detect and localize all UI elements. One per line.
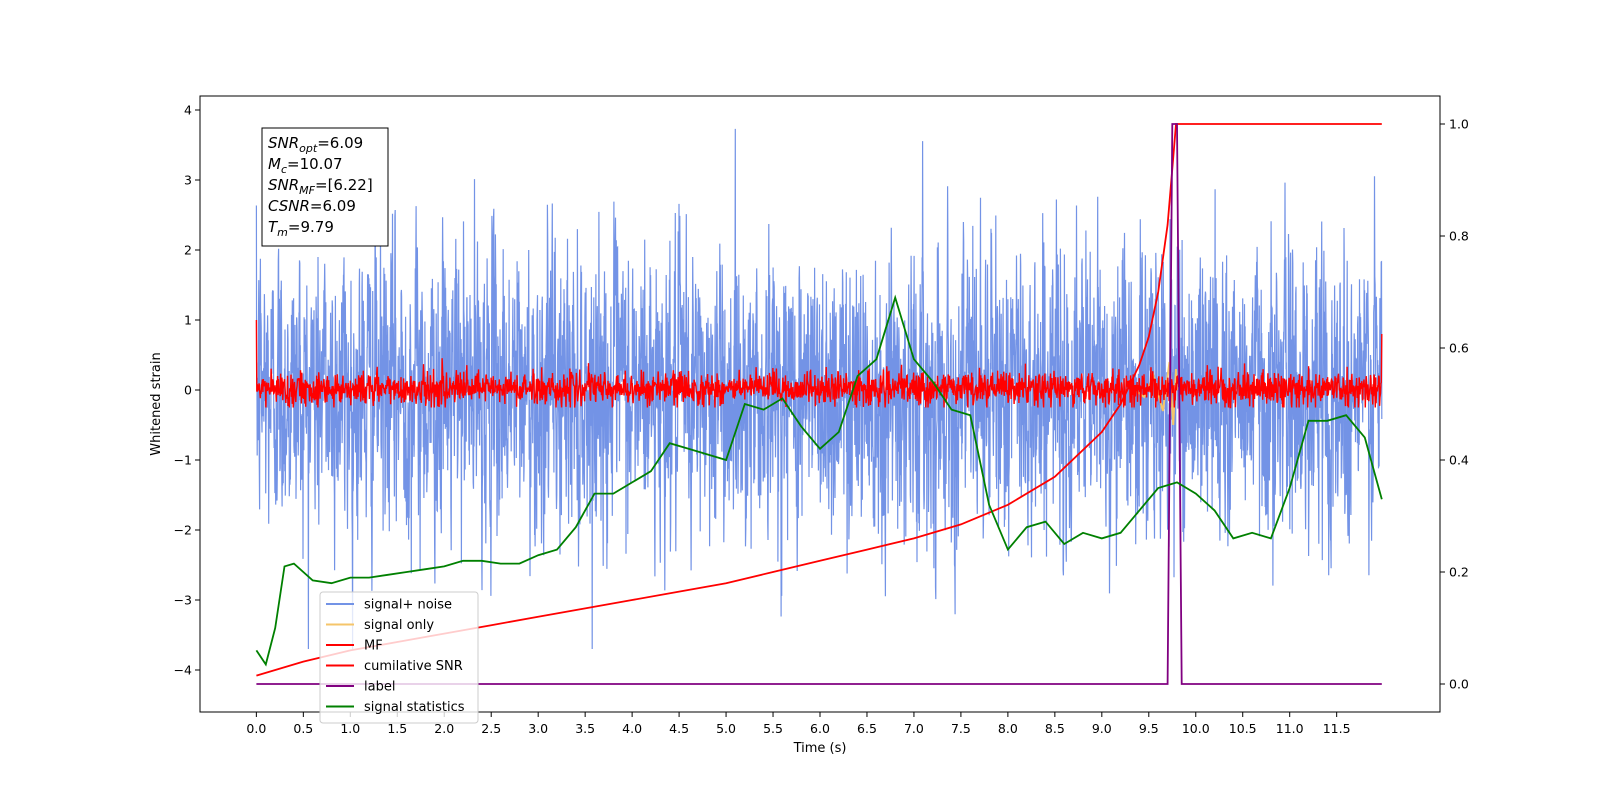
legend-entry-label: MF — [364, 639, 383, 654]
x-tick-label: 8.0 — [998, 721, 1018, 736]
y-tick-label: −1 — [174, 453, 192, 468]
y-right-tick-label: 0.8 — [1449, 229, 1469, 244]
legend: signal+ noise signal only MF cumilative SNR… — [319, 591, 479, 724]
x-tick-label: 4.0 — [622, 721, 642, 736]
y-tick-label: 2 — [184, 243, 192, 258]
legend-entry-label: label — [364, 680, 395, 695]
annotation-subscript: c — [281, 163, 287, 176]
stats-annotation-box: SNRopt=6.09Mc=10.07SNRMF=[6.22]CSNR=6.09… — [261, 127, 389, 247]
x-tick-label: 0.0 — [246, 721, 266, 736]
x-tick-label: 1.5 — [387, 721, 407, 736]
y-right-tick-label: 0.4 — [1449, 453, 1469, 468]
series-label-line — [256, 123, 1382, 685]
annotation-value: =10.07 — [287, 155, 343, 173]
x-tick-label: 6.5 — [857, 721, 877, 736]
y-tick-label: −2 — [174, 523, 192, 538]
annotation-value: =6.09 — [317, 134, 363, 152]
x-tick-label: 10.5 — [1229, 721, 1257, 736]
annotation-line: SNRMF=[6.22] — [268, 176, 373, 197]
series-cumilative-snr-line — [256, 123, 1382, 677]
x-tick-label: 11.0 — [1276, 721, 1304, 736]
y-right-tick-label: 0.6 — [1449, 341, 1469, 356]
annotation-subscript: m — [277, 226, 288, 239]
x-tick-label: 2.0 — [434, 721, 454, 736]
annotation-symbol: M — [268, 155, 281, 173]
y-axis-left: 4 3 2 1 0 −1 −2 −3 −4 — [174, 103, 200, 678]
y-tick-label: 0 — [184, 383, 192, 398]
x-tick-label: 4.5 — [669, 721, 689, 736]
x-tick-label: 7.5 — [951, 721, 971, 736]
annotation-line: Tm=9.79 — [268, 218, 334, 239]
series-mf-line — [255, 319, 1383, 409]
legend-entry-label: cumilative SNR — [364, 659, 463, 674]
annotation-subscript: opt — [299, 142, 318, 155]
y-tick-label: 3 — [184, 173, 192, 188]
x-tick-label: 3.5 — [575, 721, 595, 736]
x-tick-label: 5.5 — [763, 721, 783, 736]
x-tick-label: 10.0 — [1182, 721, 1210, 736]
legend-entry-label: signal+ noise — [364, 598, 452, 613]
x-tick-label: 1.0 — [340, 721, 360, 736]
annotation-value: =[6.22] — [315, 176, 373, 194]
y-axis-right: 1.0 0.8 0.6 0.4 0.2 0.0 — [1440, 117, 1469, 692]
x-tick-label: 11.5 — [1323, 721, 1351, 736]
x-tick-label: 7.0 — [904, 721, 924, 736]
y-right-tick-label: 0.0 — [1449, 677, 1469, 692]
series-signal-noise-line — [255, 128, 1383, 650]
x-axis-label: Time (s) — [793, 741, 847, 756]
series-layer — [255, 123, 1383, 685]
x-tick-label: 6.0 — [810, 721, 830, 736]
x-tick-label: 2.5 — [481, 721, 501, 736]
x-tick-label: 5.0 — [716, 721, 736, 736]
annotation-value: =9.79 — [288, 218, 334, 236]
annotation-symbol: SNR — [268, 176, 299, 194]
x-tick-label: 3.0 — [528, 721, 548, 736]
y-tick-label: −4 — [174, 663, 192, 678]
legend-entry-label: signal only — [364, 618, 434, 633]
x-tick-label: 8.5 — [1045, 721, 1065, 736]
x-axis: 0.0 0.5 1.0 1.5 2.0 2.5 3.0 3.5 4.0 4.5 5.0 5.5 6.0 6… — [246, 712, 1351, 736]
y-tick-label: 1 — [184, 313, 192, 328]
x-tick-label: 9.5 — [1139, 721, 1159, 736]
annotation-line: CSNR=6.09 — [268, 197, 356, 215]
annotation-line: SNRopt=6.09 — [268, 134, 363, 155]
annotation-box-frame — [261, 127, 389, 247]
annotation-value: =6.09 — [310, 197, 356, 215]
annotation-symbol: T — [268, 218, 279, 236]
y-tick-label: 4 — [184, 103, 192, 118]
y-tick-label: −3 — [174, 593, 192, 608]
annotation-line: Mc=10.07 — [268, 155, 343, 176]
legend-frame — [319, 591, 479, 724]
annotation-subscript: MF — [299, 184, 315, 197]
y-axis-label: Whitened strain — [149, 352, 164, 455]
y-right-tick-label: 1.0 — [1449, 117, 1469, 132]
series-signal-statistics-line — [255, 294, 1383, 667]
annotation-symbol: SNR — [268, 134, 299, 152]
x-tick-label: 9.0 — [1092, 721, 1112, 736]
legend-entry-label: signal statistics — [364, 700, 465, 715]
annotation-symbol: CSNR — [268, 197, 310, 215]
y-right-tick-label: 0.2 — [1449, 565, 1469, 580]
x-tick-label: 0.5 — [293, 721, 313, 736]
